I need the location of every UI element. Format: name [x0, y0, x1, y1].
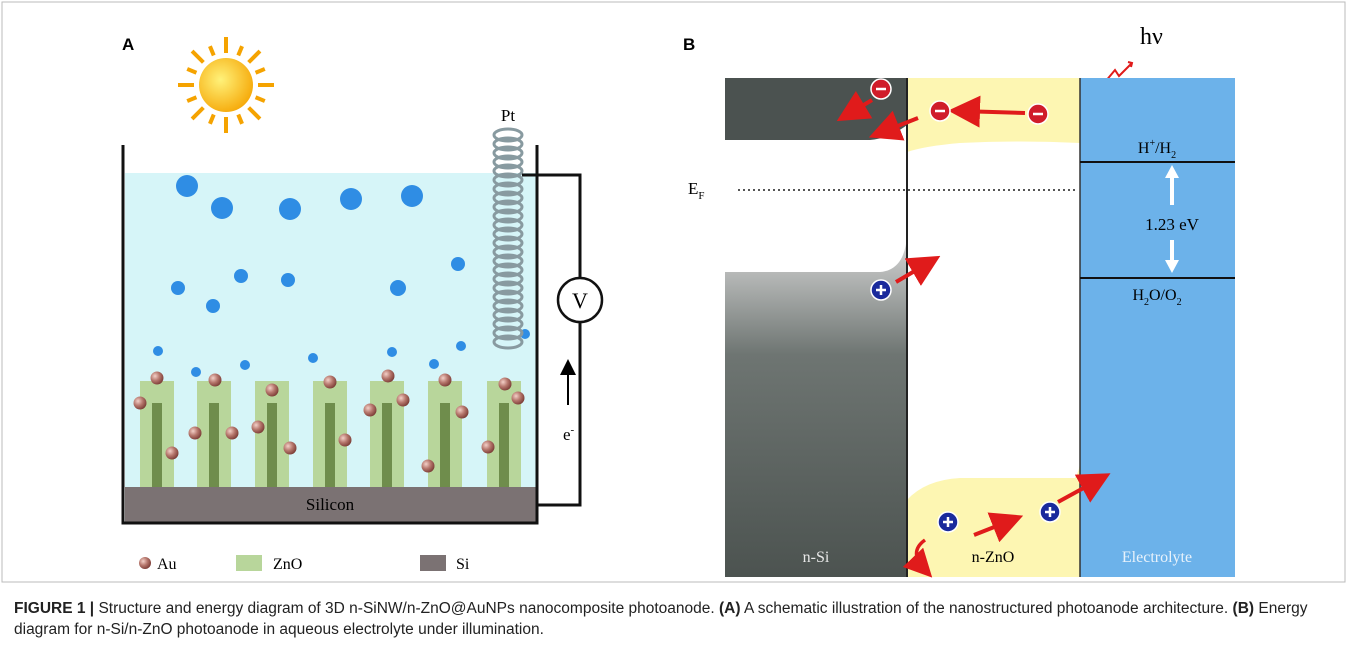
au-particle [166, 447, 179, 460]
region-label: n-Si [803, 549, 830, 566]
au-particle [456, 406, 469, 419]
au-particle [324, 376, 337, 389]
ray [238, 46, 242, 55]
au-particle [209, 374, 222, 387]
electrode-label: Pt [501, 106, 515, 125]
si-core [499, 403, 509, 487]
au-particle [252, 421, 265, 434]
bubble [281, 273, 295, 287]
ray [256, 69, 265, 73]
region-label: Electrolyte [1122, 549, 1192, 566]
au-particle [499, 378, 512, 391]
si-core [209, 403, 219, 487]
au-particle [189, 427, 202, 440]
au-particle [439, 374, 452, 387]
substrate-label: Silicon [306, 495, 355, 514]
au-particle [266, 384, 279, 397]
ray [249, 51, 260, 62]
au-particle [512, 392, 525, 405]
ray [192, 108, 203, 119]
legend-label: ZnO [273, 556, 302, 573]
ray [187, 69, 196, 73]
si-core [440, 403, 450, 487]
ray [210, 46, 214, 55]
electron-label: e- [563, 424, 575, 444]
au-particle [382, 370, 395, 383]
legend-label: Au [157, 556, 177, 573]
bubble [429, 359, 439, 369]
sun [178, 37, 274, 133]
bubble [191, 367, 201, 377]
au-particle [151, 372, 164, 385]
bubble [211, 197, 233, 219]
bubble [234, 269, 248, 283]
bubble [401, 185, 423, 207]
caption-tag: (A) [719, 600, 741, 617]
bubble [308, 353, 318, 363]
page: {"panel_a": {"label": "A", "electrode": … [0, 0, 1348, 658]
ray [192, 51, 203, 62]
caption-tag: (B) [1233, 600, 1255, 617]
bubble [387, 347, 397, 357]
si-core [152, 403, 162, 487]
au-particle [134, 397, 147, 410]
au-particle [226, 427, 239, 440]
ray [238, 115, 242, 124]
legend-au [139, 557, 151, 569]
legend-zno [236, 555, 262, 571]
gap-label: 1.23 eV [1145, 215, 1200, 234]
si-core [267, 403, 277, 487]
bubble [340, 188, 362, 210]
region-label: n-ZnO [972, 549, 1015, 566]
bubble [171, 281, 185, 295]
si-core [325, 403, 335, 487]
si-core [382, 403, 392, 487]
panel-label: A [122, 35, 134, 54]
au-particle [397, 394, 410, 407]
figure: A Silicon Pt V e- Au ZnO Si B hν EF H+/H… [0, 0, 1348, 658]
bubble [153, 346, 163, 356]
caption: FIGURE 1 | Structure and energy diagram … [14, 598, 1334, 640]
fermi-label: EF [688, 179, 705, 202]
ray [249, 108, 260, 119]
bubble [176, 175, 198, 197]
bubble [279, 198, 301, 220]
bubble [456, 341, 466, 351]
bubble [451, 257, 465, 271]
au-particle [284, 442, 297, 455]
ray [210, 115, 214, 124]
bubble [240, 360, 250, 370]
caption-text: Structure and energy diagram of 3D n-SiN… [98, 600, 714, 617]
au-particle [482, 441, 495, 454]
panel-label: B [683, 35, 695, 54]
legend-label: Si [456, 556, 470, 573]
legend-si [420, 555, 446, 571]
caption-text: A schematic illustration of the nanostru… [744, 600, 1228, 617]
meter-label: V [572, 288, 588, 313]
au-particle [422, 460, 435, 473]
bubble [390, 280, 406, 296]
au-particle [364, 404, 377, 417]
ray [256, 97, 265, 101]
au-particle [339, 434, 352, 447]
figure-label: FIGURE 1 | [14, 600, 94, 617]
ray [187, 97, 196, 101]
bubble [206, 299, 220, 313]
photon-label: hν [1140, 24, 1163, 50]
red-arrow [960, 111, 1025, 113]
